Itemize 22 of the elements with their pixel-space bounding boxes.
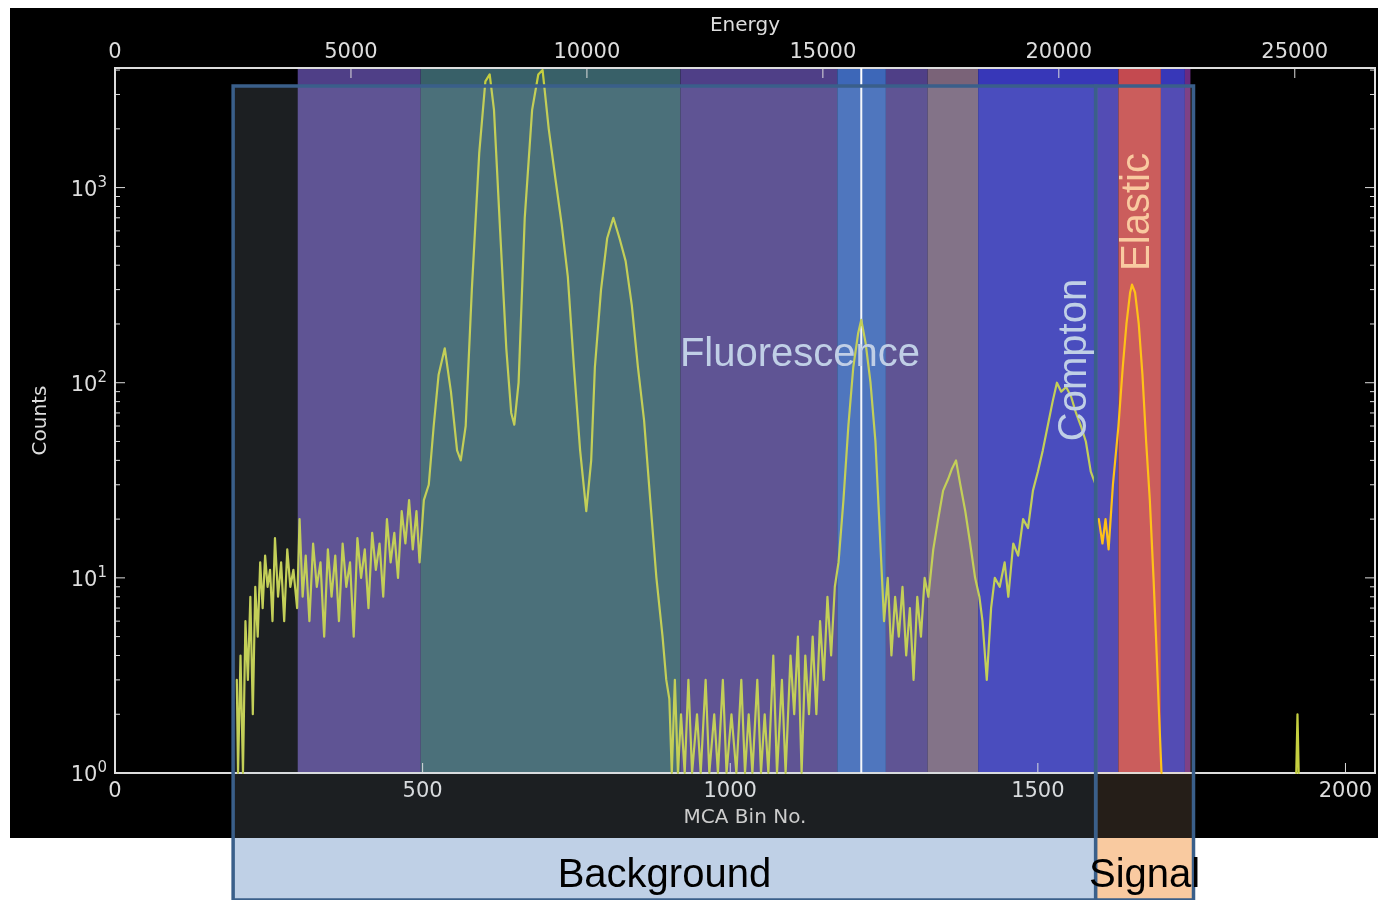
x2-tick-label: 10000 xyxy=(553,39,621,63)
x2-tick-label: 15000 xyxy=(789,39,857,63)
x-tick-label: 1500 xyxy=(1011,778,1065,802)
x2-axis-title: Energy xyxy=(709,12,781,36)
x2-tick-label: 0 xyxy=(108,39,122,63)
y-tick-label: 10$^{2}$ xyxy=(70,367,107,396)
x-axis-title: MCA Bin No. xyxy=(683,804,807,828)
y-axis-title: Counts xyxy=(27,385,51,456)
x-tick-label: 500 xyxy=(402,778,443,802)
annotation: Compton xyxy=(1049,278,1094,442)
y-tick-label: 10$^{1}$ xyxy=(70,562,107,591)
y-tick-label: 10$^{0}$ xyxy=(70,758,107,786)
x-tick-label: 0 xyxy=(108,778,122,802)
x-tick-label: 1000 xyxy=(703,778,757,802)
x-tick-label: 2000 xyxy=(1318,778,1373,802)
x2-tick-label: 25000 xyxy=(1261,39,1329,63)
line-series xyxy=(1097,283,1163,775)
y-tick-label: 10$^{3}$ xyxy=(70,172,107,201)
annotation: Elastic xyxy=(1112,153,1157,271)
x2-tick-label: 5000 xyxy=(324,39,378,63)
band-label: Background xyxy=(557,851,772,895)
x2-tick-label: 20000 xyxy=(1025,39,1093,63)
